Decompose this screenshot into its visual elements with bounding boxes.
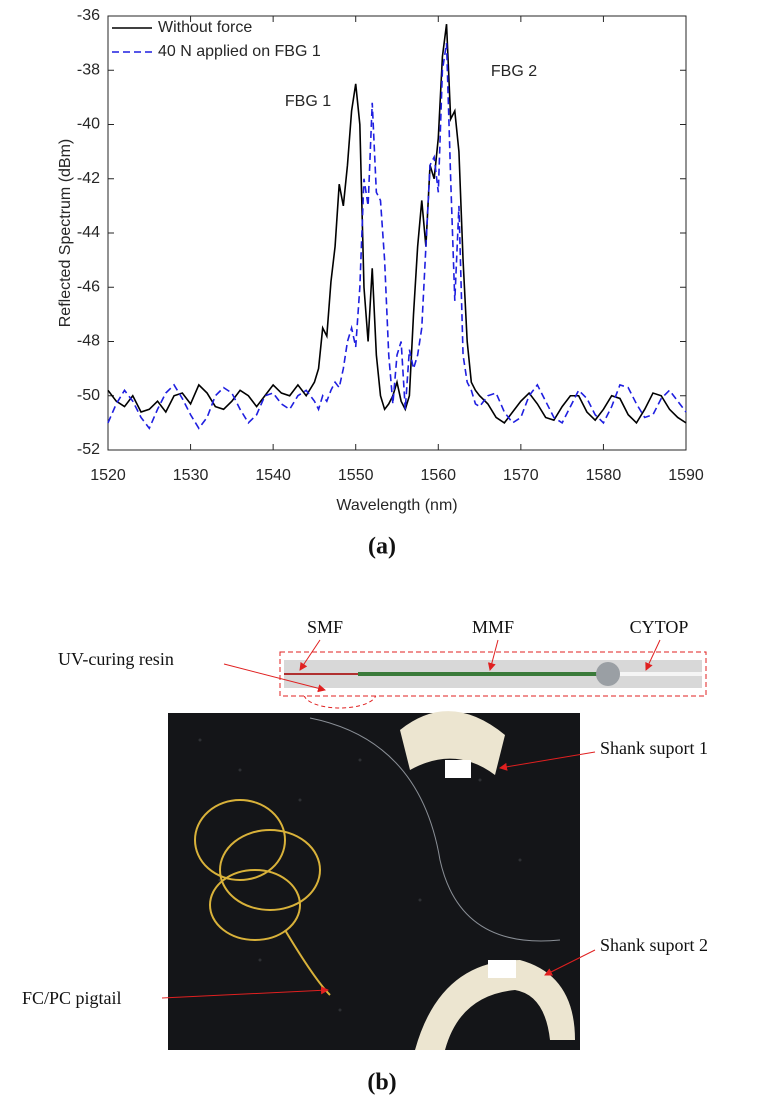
chart: Reflected Spectrum (dBm) Wavelength (nm)…: [57, 7, 704, 514]
y-tick-label: -40: [77, 116, 100, 133]
x-tick-label: 1570: [503, 467, 539, 484]
x-axis-label: Wavelength (nm): [336, 497, 457, 514]
photo-panel: SMF MMF CYTOP UV-curing resin Shank supo…: [22, 617, 708, 1050]
x-tick-label: 1590: [668, 467, 704, 484]
y-tick-label: -48: [77, 333, 100, 350]
x-tick-label: 1540: [255, 467, 291, 484]
label-pigtail: FC/PC pigtail: [22, 988, 122, 1008]
x-tick-label: 1530: [173, 467, 209, 484]
y-tick-label: -46: [77, 278, 100, 295]
legend-label: 40 N applied on FBG 1: [158, 43, 321, 60]
x-tick-label: 1520: [90, 467, 126, 484]
label-shank-1: Shank suport 1: [600, 738, 708, 758]
x-tick-label: 1550: [338, 467, 374, 484]
annotation: FBG 2: [491, 63, 537, 80]
y-tick-label: -38: [77, 61, 100, 78]
panel-label: (b): [367, 1070, 396, 1096]
x-tick-label: 1560: [420, 467, 456, 484]
label-mmf: MMF: [472, 617, 514, 637]
y-tick-label: -44: [77, 224, 100, 241]
label-cytop: CYTOP: [630, 617, 689, 637]
photo: [168, 713, 580, 1050]
y-tick-label: -42: [77, 170, 100, 187]
y-tick-label: -50: [77, 387, 100, 404]
label-shank-2: Shank suport 2: [600, 935, 708, 955]
y-axis-label: Reflected Spectrum (dBm): [57, 139, 74, 328]
y-tick-label: -36: [77, 7, 100, 24]
label-uv-resin: UV-curing resin: [58, 649, 174, 669]
legend-label: Without force: [158, 19, 252, 36]
y-tick-label: -52: [77, 441, 100, 458]
series-line: [107, 43, 687, 430]
series-line: [107, 24, 687, 425]
label-smf: SMF: [307, 617, 343, 637]
x-tick-label: 1580: [586, 467, 622, 484]
panel-label: (a): [368, 534, 396, 560]
annotation: FBG 1: [285, 93, 331, 110]
